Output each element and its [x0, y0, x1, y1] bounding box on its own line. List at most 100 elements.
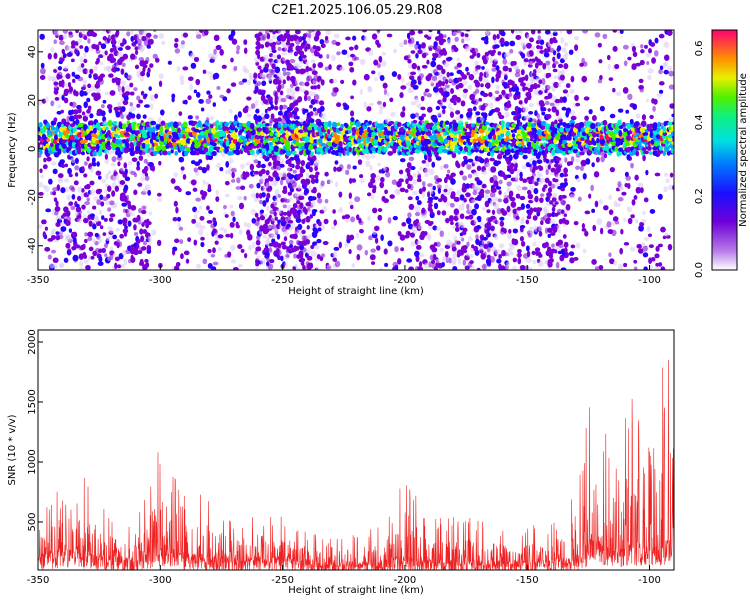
spectrogram-cell: [70, 157, 77, 164]
spectrogram-cell: [363, 101, 368, 109]
spectrogram-cell: [407, 58, 412, 64]
spectrogram-cell: [255, 267, 259, 270]
spectrogram-cell: [276, 208, 282, 215]
spectrogram-cell: [552, 39, 558, 44]
spectrogram-cell: [410, 71, 417, 76]
spectrogram-cell: [461, 74, 468, 80]
spectrogram-cell: [617, 263, 624, 270]
spectrogram-cell: [568, 49, 574, 55]
spectrogram-cell: [53, 30, 59, 36]
spectrogram-cell: [608, 77, 614, 82]
spectrogram-cell: [540, 220, 544, 225]
spectrogram-cell: [584, 210, 591, 215]
spectrogram-cell: [563, 241, 569, 248]
spectrogram-cell: [318, 100, 325, 106]
spectrogram-cell: [473, 217, 478, 225]
spectrogram-cell: [484, 189, 491, 194]
spectrogram-cell: [333, 246, 340, 251]
spectrogram-cell: [635, 150, 640, 157]
spectrogram-cell: [526, 114, 531, 121]
spectrogram-cell: [268, 247, 272, 253]
spectrogram-cell: [414, 204, 421, 212]
spectrogram-cell: [424, 88, 430, 93]
spectrogram-cell: [457, 258, 462, 265]
spectrogram-cell: [180, 79, 185, 86]
spectrogram-cell: [92, 223, 97, 230]
spectrogram-cell: [529, 165, 534, 173]
spectrogram-cell: [145, 261, 150, 268]
spectrogram-cell: [235, 224, 240, 229]
spectrogram-cell: [345, 36, 351, 41]
spectrogram-cell: [62, 145, 68, 149]
spectrogram-cell: [400, 111, 406, 118]
spectrogram-cell: [147, 235, 152, 242]
spectrogram-cell: [92, 127, 97, 134]
spectrogram-cell: [77, 38, 83, 44]
spectrogram-cell: [203, 146, 209, 153]
spectrogram-cell: [224, 122, 229, 127]
spectrogram-cell: [60, 226, 67, 232]
spectrogram-cell: [354, 196, 361, 203]
spectrogram-cell: [368, 120, 372, 125]
spectrogram-cell: [338, 140, 343, 148]
spectrogram-cell: [101, 179, 106, 184]
snr-series-line: [38, 359, 674, 570]
spectrogram-cell: [257, 160, 261, 165]
spectrogram-cell: [175, 261, 181, 267]
spectrogram-cell: [77, 186, 83, 193]
spectrogram-cell: [549, 258, 554, 263]
spectrogram-cell: [171, 93, 176, 99]
spectrogram-cell: [506, 232, 513, 240]
spectrogram-cell: [613, 260, 618, 266]
spectrogram-cell: [464, 36, 471, 42]
spectrogram-cell: [554, 249, 558, 254]
spectrogram-cell: [136, 103, 141, 108]
spectrogram-cell: [104, 50, 108, 56]
spectrogram-cell: [217, 247, 223, 251]
spectrogram-cell: [63, 65, 69, 70]
spectrogram-cell: [285, 59, 290, 66]
spectrogram-cell: [189, 52, 196, 59]
spectrogram-cell: [490, 225, 495, 232]
spectrogram-cell: [507, 100, 511, 105]
spectrogram-cell: [560, 194, 567, 199]
spectrogram-cell: [517, 248, 522, 254]
spectrogram-cell: [563, 63, 569, 70]
spectrogram-cell: [462, 88, 469, 94]
spectrogram-cell: [484, 121, 490, 126]
spectrogram-cell: [602, 33, 608, 40]
spectrogram-cell: [480, 83, 484, 88]
spectrogram-cell: [591, 137, 595, 144]
spectrogram-cell: [109, 213, 116, 218]
spectrogram-cell: [416, 240, 422, 245]
spectrogram-cell: [512, 228, 519, 234]
spectrogram-cell: [658, 262, 663, 267]
spectrogram-cell: [569, 88, 575, 94]
spectrogram-cell: [59, 40, 65, 46]
spectrogram-cell: [431, 247, 438, 253]
spectrogram-cell: [183, 250, 190, 256]
spectrogram-cell: [354, 44, 359, 51]
spectrogram-cell: [138, 155, 144, 161]
spectrogram-cell: [449, 202, 455, 208]
spectrogram-cell: [118, 241, 123, 247]
spectrogram-cell: [450, 178, 456, 185]
spectrogram-cell: [528, 102, 535, 108]
spectrogram-cell: [519, 171, 523, 178]
spectrogram-cell: [339, 66, 345, 72]
spectrogram-cell: [140, 216, 144, 224]
spectrogram-cell: [57, 148, 62, 155]
spectrogram-cell: [136, 160, 140, 168]
spectrogram-cell: [512, 238, 519, 246]
spectrogram-cell: [623, 128, 629, 133]
spectrogram-cell: [53, 117, 58, 123]
spectrogram-cell: [158, 80, 163, 87]
spectrogram-cell: [238, 202, 245, 210]
spectrogram-cell: [438, 127, 443, 132]
spectrogram-cell: [456, 162, 461, 169]
spectrogram-cell: [174, 37, 179, 43]
spectrogram-cell: [467, 158, 474, 163]
spectrogram-cell: [336, 122, 341, 127]
spectrogram-cell: [542, 107, 547, 112]
